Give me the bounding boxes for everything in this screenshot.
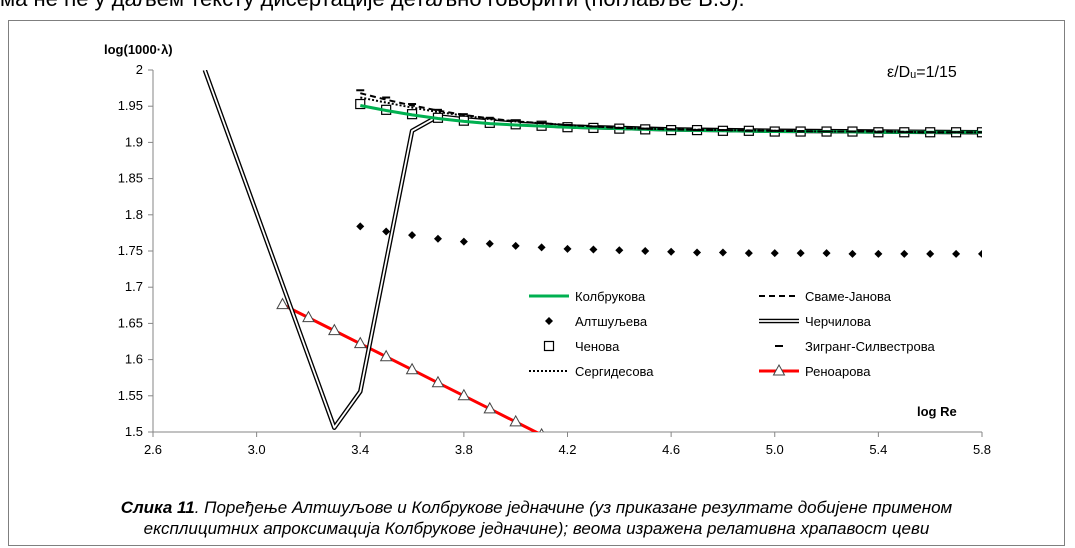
diamond-point bbox=[770, 249, 779, 258]
chart: log(1000·λ) ε/Dᵤ=1/15 log Re 2.6 3.0 3.4 3.… bbox=[104, 42, 991, 457]
legend-item: Реноарова bbox=[759, 363, 871, 379]
x-tick-label: 5.0 bbox=[766, 442, 784, 457]
triangle-point bbox=[483, 401, 497, 414]
legend-item: Зигранг-Силвестрова bbox=[775, 339, 935, 354]
square-point bbox=[355, 98, 366, 110]
legend-item: Колбрукова bbox=[529, 289, 646, 304]
x-tick-label: 3.0 bbox=[248, 442, 266, 457]
diamond-point bbox=[900, 249, 909, 258]
diamond-point bbox=[796, 249, 805, 258]
diamond-point bbox=[615, 246, 624, 255]
triangle-point bbox=[772, 363, 786, 376]
caption-label: Слика 11 bbox=[120, 498, 195, 517]
diamond-point bbox=[356, 222, 365, 231]
legend-label: Черчилова bbox=[805, 314, 872, 329]
legend-item: Сергидесова bbox=[529, 364, 654, 379]
axes: 2.6 3.0 3.4 3.8 4.2 4.6 5.0 5.4 5.8 1.5 1.55 1.6 1.6… bbox=[118, 62, 991, 457]
series-line bbox=[360, 96, 982, 134]
annotation: ε/Dᵤ=1/15 bbox=[887, 64, 957, 81]
diamond-point bbox=[744, 249, 753, 258]
caption-line1: . Поређење Алтшуљове и Колбрукове једнач… bbox=[194, 498, 953, 517]
legend-item: Сваме-Јанова bbox=[759, 289, 892, 304]
y-axis-title: log(1000·λ) bbox=[104, 42, 173, 57]
x-tick-label: 3.8 bbox=[455, 442, 473, 457]
series-line bbox=[360, 92, 982, 134]
y-tick-label: 1.9 bbox=[125, 134, 143, 149]
diamond-point bbox=[952, 249, 961, 258]
diamond-point bbox=[485, 239, 494, 248]
square-point bbox=[543, 340, 555, 352]
x-tick-label: 2.6 bbox=[144, 442, 162, 457]
triangle-point bbox=[431, 375, 445, 388]
x-tick-label: 4.6 bbox=[662, 442, 680, 457]
y-tick-label: 1.6 bbox=[125, 352, 143, 367]
diamond-point bbox=[693, 248, 702, 257]
triangle-point bbox=[457, 388, 471, 401]
diamond-point bbox=[641, 247, 650, 255]
diamond-point bbox=[874, 249, 883, 258]
triangle-point bbox=[276, 297, 289, 310]
y-tick-label: 1.95 bbox=[118, 98, 143, 113]
y-tick-label: 2 bbox=[136, 62, 143, 77]
diamond-point bbox=[589, 245, 598, 254]
y-tick-label: 1.75 bbox=[118, 243, 143, 258]
diamond-point bbox=[537, 243, 546, 252]
legend-item: Алтшуљева bbox=[545, 314, 648, 329]
diamond-point bbox=[822, 249, 831, 258]
diamond-point bbox=[433, 234, 442, 243]
legend-label: Алтшуљева bbox=[575, 314, 648, 329]
y-tick-label: 1.85 bbox=[118, 171, 143, 186]
x-tick-label: 5.8 bbox=[973, 442, 991, 457]
legend-item: Ченова bbox=[543, 339, 620, 354]
diamond-point bbox=[978, 249, 982, 258]
legend-label: Сваме-Јанова bbox=[805, 289, 892, 304]
triangle-point bbox=[405, 362, 419, 375]
y-tick-label: 1.5 bbox=[125, 424, 143, 439]
legend: Колбрукова Сваме-Јанова Алтшуљева Черчилова… bbox=[529, 289, 935, 379]
y-tick-label: 1.55 bbox=[118, 388, 143, 403]
triangle-point bbox=[353, 336, 367, 349]
y-tick-label: 1.8 bbox=[125, 207, 143, 222]
legend-label: Реноарова bbox=[805, 364, 871, 379]
diamond-point bbox=[459, 237, 468, 246]
diamond-point bbox=[545, 317, 553, 325]
x-tick-label: 3.4 bbox=[351, 442, 369, 457]
legend-item: Черчилова bbox=[759, 314, 872, 329]
triangle-point bbox=[327, 323, 341, 336]
plot-area bbox=[202, 70, 982, 432]
legend-label: Ченова bbox=[575, 339, 620, 354]
legend-label: Колбрукова bbox=[575, 289, 646, 304]
diamond-point bbox=[926, 249, 935, 258]
series-Реноарова bbox=[276, 297, 544, 432]
diamond-point bbox=[667, 247, 676, 256]
x-axis-title: log Re bbox=[917, 404, 957, 419]
y-tick-label: 1.7 bbox=[125, 279, 143, 294]
caption-line2: експлицитних апроксимација Колбрукове је… bbox=[143, 519, 930, 538]
chart-frame: log(1000·λ) ε/Dᵤ=1/15 log Re 2.6 3.0 3.4 3.… bbox=[8, 20, 1065, 546]
x-tick-label: 5.4 bbox=[869, 442, 887, 457]
triangle-point bbox=[509, 414, 523, 427]
body-text-line: ма не ће у даљем тексту дисертације дета… bbox=[0, 0, 745, 12]
series-Сваме-Јанова bbox=[360, 92, 982, 134]
figure-caption: Слика 11. Поређење Алтшуљове и Колбруков… bbox=[9, 497, 1064, 539]
diamond-point bbox=[408, 231, 417, 240]
series-Сергидесова bbox=[360, 96, 982, 134]
y-tick-label: 1.65 bbox=[118, 315, 143, 330]
diamond-point bbox=[848, 249, 857, 258]
triangle-point bbox=[379, 349, 393, 362]
diamond-point bbox=[511, 241, 520, 250]
diamond-point bbox=[718, 248, 727, 257]
x-tick-label: 4.2 bbox=[558, 442, 576, 457]
diamond-point bbox=[382, 227, 391, 236]
triangle-point bbox=[539, 427, 544, 432]
legend-label: Зигранг-Силвестрова bbox=[805, 339, 935, 354]
series-Алтшуљева bbox=[356, 222, 982, 258]
diamond-point bbox=[563, 244, 572, 253]
triangle-point bbox=[302, 310, 315, 323]
legend-label: Сергидесова bbox=[575, 364, 654, 379]
